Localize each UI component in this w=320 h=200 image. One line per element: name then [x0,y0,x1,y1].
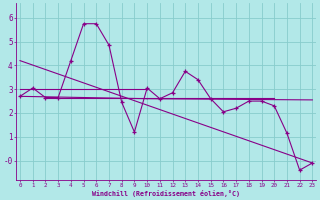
X-axis label: Windchill (Refroidissement éolien,°C): Windchill (Refroidissement éolien,°C) [92,190,240,197]
